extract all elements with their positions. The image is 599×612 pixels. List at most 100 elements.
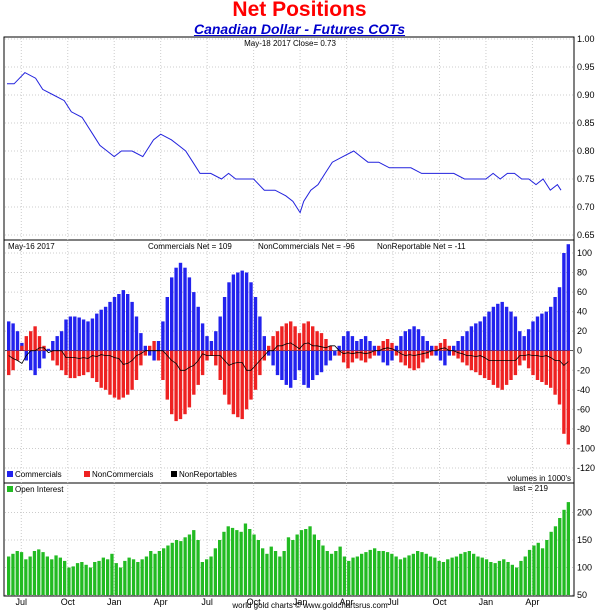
open-interest-bar (243, 523, 248, 595)
open-interest-bar (265, 553, 269, 596)
commercials-bar (244, 272, 249, 351)
commercials-bar (452, 345, 456, 351)
open-interest-bar (248, 529, 252, 595)
open-interest-bar (390, 553, 394, 596)
commercials-bar (240, 270, 244, 351)
open-interest-bar (407, 555, 411, 595)
open-interest-bar (230, 527, 235, 595)
commercials-bar (183, 267, 187, 351)
commercials-bar (522, 336, 526, 351)
commercials-bar (390, 350, 394, 361)
commercials-bar (478, 321, 482, 351)
x-axis-month-label: Oct (432, 597, 447, 607)
oi-y-tick: 100 (577, 563, 592, 573)
open-interest-bar (553, 526, 558, 596)
noncommercials-bar (425, 350, 429, 359)
open-interest-bar (123, 560, 127, 595)
open-interest-bar (11, 553, 15, 596)
noncommercials-bar (165, 350, 169, 400)
noncommercials-bar (566, 350, 570, 445)
noncommercials-bar (465, 350, 469, 366)
noncommercials-bar (535, 350, 540, 380)
open-interest-bar (84, 564, 88, 596)
noncommercials-bar (412, 350, 416, 371)
open-interest-bar (394, 556, 398, 595)
noncommercials-bar (297, 333, 302, 351)
x-axis-month-label: Oct (61, 597, 76, 607)
open-interest-bar (174, 540, 179, 595)
commercials-bar (509, 311, 513, 351)
noncommercials-bar (258, 350, 262, 376)
commercials-bar (174, 267, 178, 351)
commercials-bar (557, 287, 562, 351)
open-interest-bar (131, 559, 136, 596)
noncommercials-bar (187, 350, 192, 408)
noncommercials-bar (399, 350, 403, 363)
open-interest-bar (368, 549, 372, 595)
oi-y-tick: 50 (577, 590, 587, 600)
noncommercials-bar (531, 350, 535, 376)
price-y-tick: 0.90 (577, 90, 595, 100)
commercials-bar (156, 341, 161, 351)
x-axis-month-label: Apr (154, 597, 168, 607)
commercials-bar (377, 350, 381, 356)
noncommercials-bar (81, 350, 86, 376)
open-interest-bar (502, 559, 506, 596)
open-interest-bar (334, 551, 338, 595)
price-y-tick: 0.65 (577, 230, 595, 240)
open-interest-bar (459, 553, 463, 596)
open-interest-bar (312, 534, 316, 595)
noncommercials-bar (253, 350, 258, 390)
noncommercials-bar (33, 326, 37, 351)
noncommercials-bar (355, 350, 359, 359)
open-interest-bar (416, 551, 420, 595)
open-interest-bar (540, 548, 545, 596)
noncommercials-bar (456, 350, 460, 359)
commercials-bar (236, 272, 240, 351)
commercials-bar (11, 323, 15, 351)
noncommercials-bar (408, 350, 412, 369)
noncommercials-bar (73, 350, 77, 379)
commercials-bar (385, 350, 390, 366)
commercials-bar (267, 350, 271, 356)
noncommercials-bar (95, 350, 99, 382)
noncommercials-bar (236, 350, 240, 418)
commercials-bar (496, 303, 500, 351)
commercials-bar (139, 333, 143, 351)
commercials-bar (482, 316, 487, 351)
open-interest-bar (329, 553, 334, 596)
open-interest-bar (420, 552, 424, 595)
open-interest-bar (88, 567, 93, 595)
noncommercials-bar (152, 341, 156, 351)
commercials-bar (15, 331, 20, 351)
noncommercials-bar (117, 350, 121, 400)
commercials-bar (222, 297, 227, 351)
noncommercials-bar (496, 350, 500, 388)
commercials-bar (275, 350, 280, 376)
commercials-bar (205, 336, 209, 351)
open-interest-bar (157, 551, 161, 595)
legend-noncommercials-label: NonCommercials (92, 470, 153, 479)
open-interest-bar (291, 540, 295, 595)
noncommercials-bar (381, 341, 385, 351)
noncommercials-bar (126, 350, 130, 395)
noncommercials-bar (359, 350, 363, 361)
open-interest-bar (256, 540, 260, 595)
open-interest-bar (106, 559, 110, 596)
commercials-bar (161, 321, 165, 351)
noncommercials-bar (394, 350, 399, 356)
open-interest-bar (446, 559, 450, 596)
legend-noncommercials-swatch (84, 471, 90, 477)
x-axis-month-label: Jul (16, 597, 28, 607)
noncommercials-bar (363, 350, 368, 363)
open-interest-bar (385, 552, 390, 595)
noncommercials-bar (469, 350, 474, 371)
noncommercials-bar (240, 350, 244, 420)
noncommercials-bar (284, 323, 288, 351)
commercials-bar (73, 316, 77, 351)
commercials-bar (363, 336, 368, 351)
open-interest-bar (239, 531, 243, 596)
open-interest-bar (252, 534, 256, 595)
noncommercials-bar (20, 345, 24, 351)
open-interest-bar (480, 557, 484, 595)
